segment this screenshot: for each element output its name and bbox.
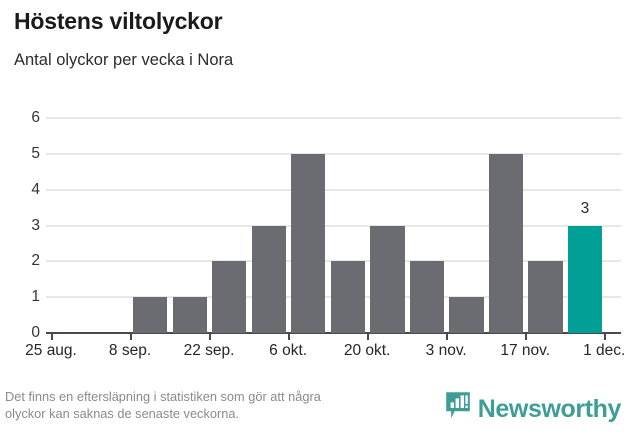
bar-series: 3 — [46, 118, 621, 333]
bar[interactable] — [172, 297, 207, 333]
footnote-line-1: Det finns en eftersläpning i statistiken… — [5, 389, 321, 404]
bar[interactable] — [528, 261, 563, 333]
gridline — [46, 152, 621, 155]
gridline — [46, 188, 621, 191]
gridline — [46, 117, 621, 119]
bar[interactable] — [212, 261, 247, 333]
bar[interactable] — [567, 225, 603, 333]
bar[interactable] — [488, 153, 524, 333]
y-axis-tick-label: 6 — [31, 109, 40, 126]
gridline — [46, 260, 621, 263]
x-axis-tick — [525, 333, 528, 340]
bar[interactable] — [449, 297, 484, 333]
chart-header: Höstens viltolyckor Antal olyckor per ve… — [0, 0, 631, 71]
footnote-line-2: olyckor kan saknas de senaste veckorna. — [5, 406, 240, 421]
bar-value-label: 3 — [580, 199, 590, 217]
plot-area: 3 — [46, 117, 621, 334]
bar[interactable] — [330, 261, 365, 333]
brand-name: Newsworthy — [477, 394, 622, 423]
x-axis-tick-label: 22 sep. — [183, 342, 235, 359]
bar[interactable] — [133, 297, 168, 333]
gridline — [46, 332, 621, 334]
x-axis-tick-label: 25 aug. — [25, 342, 77, 359]
x-axis: 25 aug. 8 sep. 22 sep. 6 okt. 20 okt. 3 nov. 1… — [25, 333, 625, 363]
y-axis-tick-label: 1 — [31, 288, 40, 306]
bar[interactable] — [370, 225, 405, 333]
x-axis-tick — [130, 333, 133, 340]
x-axis-tick-label: 17 nov. — [500, 342, 551, 359]
y-axis-tick-label: 0 — [31, 324, 40, 341]
bar[interactable] — [291, 153, 326, 333]
chart-subtitle: Antal olyckor per vecka i Nora — [14, 51, 234, 69]
x-axis-tick — [367, 333, 370, 340]
x-axis-tick-label: 1 dec. — [583, 342, 626, 359]
gridline — [46, 224, 621, 227]
x-axis-tick — [288, 333, 291, 340]
x-axis-tick — [604, 333, 607, 340]
page-title: Höstens viltolyckor — [14, 8, 223, 34]
y-axis: 0 1 2 3 4 5 6 — [0, 110, 40, 341]
bar[interactable] — [409, 261, 445, 333]
x-axis-tick-label: 3 nov. — [425, 342, 467, 359]
x-axis-tick — [51, 333, 53, 340]
y-axis-tick-label: 3 — [31, 216, 40, 234]
y-axis-tick-label: 2 — [31, 252, 40, 270]
x-axis-tick-label: 6 okt. — [269, 342, 308, 359]
x-axis-tick — [209, 333, 212, 340]
brand-logo: Newsworthy — [445, 391, 621, 426]
x-axis-tick-label: 8 sep. — [108, 342, 152, 359]
y-axis-tick-label: 5 — [31, 144, 40, 162]
x-axis-tick — [446, 333, 449, 340]
x-axis-tick-label: 20 okt. — [343, 342, 391, 359]
bar[interactable] — [251, 225, 286, 333]
footnote: Det finns en eftersläpning i statistiken… — [5, 388, 455, 422]
chart-footer: Det finns en eftersläpning i statistiken… — [0, 383, 631, 439]
chart-plot-wrapper: 0 1 2 3 4 5 6 3 25 aug. 8 sep. 22 sep. 6 okt. 20 o… — [0, 108, 631, 363]
bar-chart-speech-bubble-icon — [445, 391, 471, 426]
y-axis-tick-label: 4 — [31, 180, 40, 198]
